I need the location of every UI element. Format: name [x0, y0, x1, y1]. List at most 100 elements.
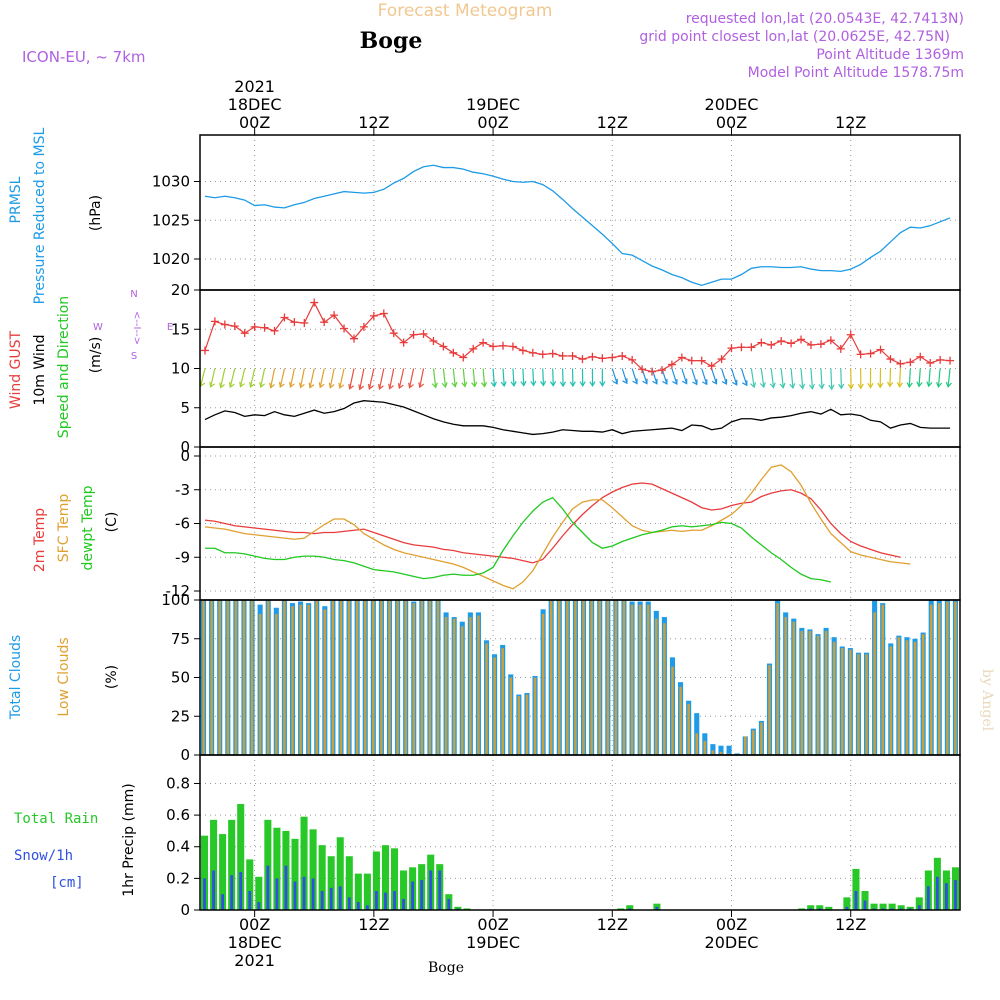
- gust-marker: [628, 355, 637, 364]
- wind-arrow: [908, 368, 911, 388]
- rain-bar: [363, 873, 371, 910]
- wind-arrow: [552, 368, 554, 386]
- wind-arrow: [309, 368, 315, 388]
- bottom-time-label: 00Z: [477, 915, 508, 934]
- wind-arrow-head: [318, 382, 325, 389]
- gust-marker: [846, 330, 855, 339]
- rain-bar: [300, 816, 308, 910]
- wind-arrow-head: [926, 381, 933, 388]
- rain-bar: [336, 837, 344, 910]
- wind-arrow: [760, 368, 765, 388]
- gust-marker: [787, 339, 796, 348]
- gust-marker: [806, 340, 815, 349]
- total-cloud-bar: [710, 744, 716, 755]
- y-tick-label: -6: [175, 515, 190, 533]
- wind-arrow: [830, 368, 833, 390]
- gust-marker: [280, 313, 289, 322]
- wind-arrow-head: [692, 379, 698, 386]
- sfc-temp-line: [204, 464, 911, 590]
- svg-text:W: W: [93, 322, 103, 333]
- low-cloud-bar: [307, 604, 310, 755]
- low-cloud-bar: [533, 677, 537, 755]
- top-day-label: 18DEC: [228, 95, 282, 114]
- low-cloud-bar: [582, 600, 585, 755]
- wind-labels: Wind GUST 10m Wind Speed and Direction (…: [8, 289, 173, 438]
- low-cloud-bar: [234, 600, 238, 755]
- snow-bar: [311, 878, 315, 910]
- wind10-line: [204, 400, 951, 436]
- wind-arrow-head: [847, 383, 855, 390]
- rain-bar: [879, 903, 887, 910]
- gust-marker: [359, 322, 368, 331]
- gust-marker: [518, 346, 527, 355]
- low-cloud-bar: [687, 703, 690, 755]
- gust-marker: [528, 348, 537, 357]
- wind-arrow: [329, 368, 335, 388]
- gust-marker: [598, 354, 607, 363]
- low-cloud-bar: [372, 600, 375, 755]
- pressure-unit: (hPa): [88, 195, 104, 231]
- wind-arrow: [631, 368, 638, 384]
- low-cloud-bar: [566, 600, 569, 755]
- low-cloud-bar: [946, 601, 949, 755]
- total-clouds-label: Total Clouds: [8, 635, 24, 720]
- rain-bar: [264, 819, 272, 910]
- y-tick-label: 0: [180, 438, 190, 456]
- wind-arrow-head: [599, 381, 606, 387]
- rain-bar: [852, 868, 860, 910]
- y-tick-label: 100: [161, 591, 190, 609]
- wind-arrow-head: [289, 381, 295, 388]
- rain-bar: [870, 903, 878, 910]
- wind-arrow-head: [759, 382, 766, 389]
- top-year-label: 2021: [234, 77, 275, 96]
- snow-bar: [302, 876, 306, 910]
- wind-arrow: [492, 368, 496, 387]
- wind-arrow-head: [269, 382, 275, 389]
- wind-arrow: [339, 368, 345, 388]
- data-layer: [199, 164, 960, 911]
- wind-arrow: [419, 368, 425, 388]
- wind-arrow: [368, 368, 375, 389]
- gust-marker: [618, 351, 627, 360]
- top-day-label: 19DEC: [466, 95, 520, 114]
- gust-marker: [578, 355, 587, 364]
- y-tick-label: 25: [171, 707, 190, 725]
- low-cloud-bar: [614, 600, 618, 755]
- snow-bar: [275, 878, 279, 910]
- snow-bar: [881, 908, 885, 910]
- wind-arrow-head: [239, 381, 245, 388]
- y-tick-label: 75: [171, 630, 190, 648]
- low-cloud-bar: [905, 640, 909, 755]
- bottom-time-label: 00Z: [239, 915, 270, 934]
- snow-bar: [266, 865, 270, 910]
- gust-marker: [499, 341, 508, 350]
- low-cloud-bar: [460, 626, 464, 755]
- snow-bar: [926, 886, 930, 910]
- rain-bar: [210, 819, 218, 910]
- bottom-time-label: 12Z: [358, 915, 389, 934]
- total-rain-label: Total Rain: [14, 811, 98, 827]
- gust-marker: [320, 318, 329, 327]
- wind-arrow-head: [877, 382, 884, 389]
- model-altitude: Model Point Altitude 1578.75m: [748, 65, 964, 81]
- gust-marker: [707, 362, 716, 371]
- wind-arrow: [408, 368, 415, 388]
- wind-arrow-head: [367, 383, 374, 390]
- wind-arrow-head: [549, 381, 557, 387]
- gust-marker: [757, 338, 766, 347]
- bottom-day-label: 19DEC: [466, 933, 520, 952]
- low-cloud-bar: [517, 696, 521, 755]
- gust-marker: [657, 366, 666, 375]
- wind-arrow: [780, 368, 784, 388]
- low-cloud-bar: [913, 641, 917, 755]
- wind-arrow: [918, 368, 921, 387]
- low-cloud-bar: [743, 736, 747, 755]
- low-cloud-bar: [404, 600, 407, 755]
- low-cloud-bar: [719, 751, 723, 755]
- rain-bar: [219, 834, 227, 910]
- snow-bar: [203, 878, 206, 910]
- wind-arrow-head: [672, 378, 678, 385]
- low-cloud-bar: [436, 600, 440, 755]
- rain-bar: [888, 903, 896, 910]
- y-tick-label: 50: [171, 669, 190, 687]
